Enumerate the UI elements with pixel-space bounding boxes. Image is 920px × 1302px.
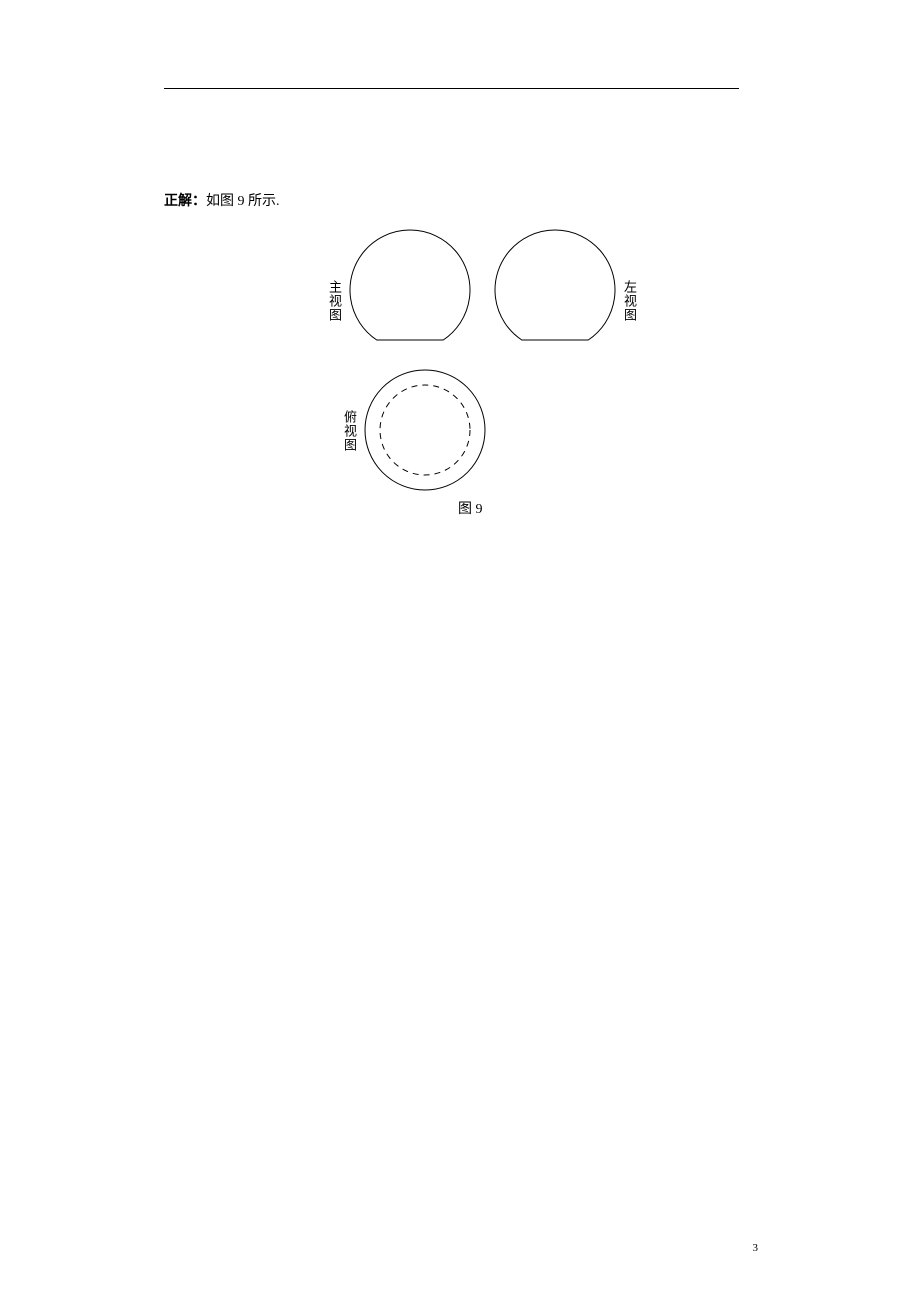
top-view-inner xyxy=(380,385,470,475)
figure-caption: 图 9 xyxy=(458,498,483,518)
page-number: 3 xyxy=(753,1242,759,1254)
answer-content: 如图 9 所示. xyxy=(206,194,280,209)
views-svg xyxy=(310,225,640,515)
main-view-shape xyxy=(350,230,470,340)
top-view-outer xyxy=(365,370,485,490)
answer-label: 正解： xyxy=(164,194,206,209)
left-view-shape xyxy=(495,230,615,340)
main-view-label: 主视图 xyxy=(325,280,344,322)
answer-line: 正解：如图 9 所示. xyxy=(164,190,280,210)
header-divider xyxy=(164,88,739,89)
top-view-label: 俯视图 xyxy=(340,410,359,452)
figure-9: 主视图 左视图 俯视图 图 9 xyxy=(310,225,640,515)
left-view-label: 左视图 xyxy=(620,280,639,322)
